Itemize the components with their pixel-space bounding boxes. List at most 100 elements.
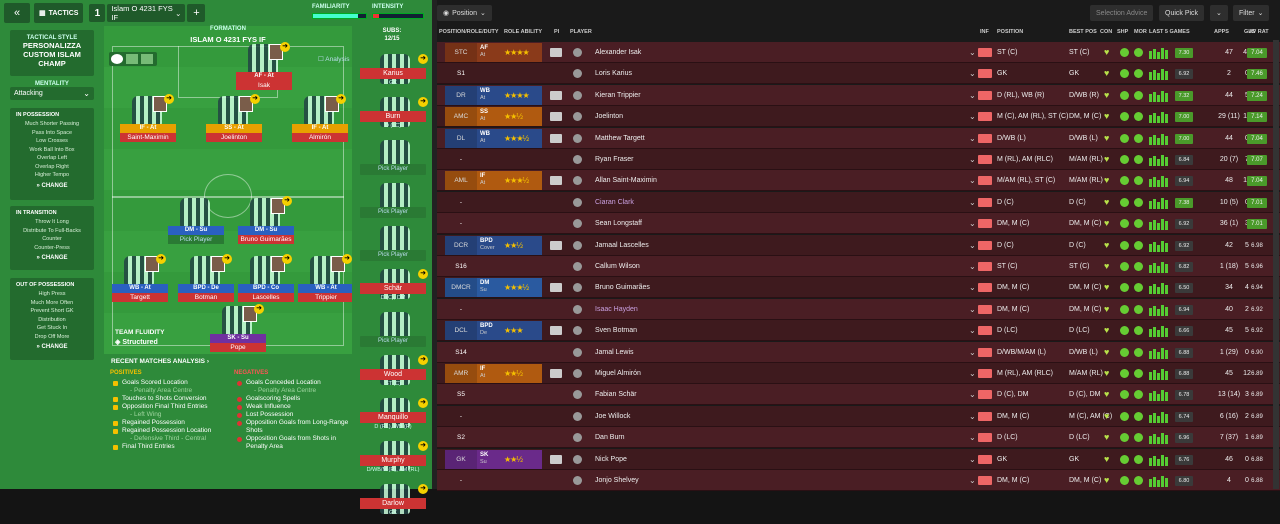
role-duty-label[interactable]: DM - Su bbox=[238, 226, 294, 235]
analysis-item[interactable]: Final Third Entries bbox=[110, 443, 228, 451]
role-duty-label[interactable]: AF - At bbox=[236, 72, 292, 81]
chevron-down-icon[interactable]: ⌄ bbox=[969, 390, 976, 400]
position-role-duty[interactable]: DCR BPD Cover bbox=[445, 235, 542, 255]
column-header[interactable]: MOR bbox=[1134, 29, 1147, 35]
position-role-duty[interactable]: AML IF At bbox=[445, 171, 542, 191]
chevron-down-icon[interactable]: ⌄ bbox=[969, 304, 976, 314]
column-header[interactable]: POSITION/ROLE/DUTY bbox=[439, 29, 499, 35]
position-role-duty[interactable]: STC AF At bbox=[445, 43, 542, 62]
pitch-player-slot[interactable]: ➜ AF - At Isak bbox=[234, 42, 294, 102]
pitch-player-slot[interactable]: DM - Su Pick Player bbox=[166, 198, 226, 256]
position-role-duty[interactable]: DCL BPD De bbox=[445, 321, 542, 341]
position-role-duty[interactable]: - bbox=[459, 220, 463, 228]
sub-slot[interactable]: Pick Player bbox=[356, 226, 426, 266]
player-name[interactable]: Pope bbox=[210, 343, 266, 352]
player-name[interactable]: Jonjo Shelvey bbox=[595, 477, 639, 484]
column-header[interactable]: POSITION bbox=[997, 29, 1024, 35]
grid-icon[interactable] bbox=[141, 54, 153, 64]
table-row[interactable]: - Ryan Fraser ⌄ M (RL), AM (RLC) M/AM (RL) ♥ 6… bbox=[437, 149, 1280, 170]
table-row[interactable]: DCR BPD Cover ★★½ Jamaal Lascelles ⌄ D (C) D (C… bbox=[437, 234, 1280, 256]
player-name[interactable]: Dan Burn bbox=[595, 434, 625, 442]
column-header[interactable]: SHP bbox=[1117, 29, 1129, 35]
player-name[interactable]: Isak bbox=[236, 81, 292, 90]
left-panel-scrollbar[interactable] bbox=[432, 0, 437, 489]
chevron-down-icon[interactable]: ⌄ bbox=[969, 347, 976, 357]
chevron-down-icon[interactable]: ⌄ bbox=[969, 369, 976, 378]
quick-pick-menu-button[interactable]: ⌄ bbox=[1210, 5, 1228, 21]
player-name[interactable]: Bruno Guimarães bbox=[595, 284, 650, 292]
player-instructions-icon[interactable] bbox=[550, 369, 562, 378]
table-row[interactable]: DL WB At ★★★½ Matthew Targett ⌄ D/WB (L) D/WB (… bbox=[437, 127, 1280, 149]
pick-player-button[interactable]: Pick Player bbox=[360, 336, 426, 347]
player-instructions-icon[interactable] bbox=[550, 326, 562, 336]
table-row[interactable]: AMR IF At ★★½ Miguel Almirón ⌄ M (RL), AM (RLC… bbox=[437, 363, 1280, 384]
sub-slot[interactable]: ➜ Murphy D/WB/M (R), AM (RL) bbox=[356, 441, 428, 481]
chevron-down-icon[interactable]: ⌄ bbox=[969, 155, 976, 164]
chevron-down-icon[interactable]: ⌄ bbox=[969, 240, 976, 250]
table-row[interactable]: GK SK Su ★★½ Nick Pope ⌄ GK GK ♥ 6.76 46 0 6.88 bbox=[437, 448, 1280, 470]
pitch-player-slot[interactable]: ➜ IF - At Saint-Maximin bbox=[118, 94, 178, 154]
chevron-down-icon[interactable]: ⌄ bbox=[969, 262, 976, 271]
sub-slot[interactable]: Pick Player bbox=[356, 183, 426, 223]
sub-name[interactable]: Wood bbox=[360, 369, 426, 380]
table-row[interactable]: S14 Jamal Lewis ⌄ D/WB/M/AM (L) D/WB (L) ♥ 6.8… bbox=[437, 341, 1280, 363]
change-in-transition-button[interactable]: » CHANGE bbox=[36, 255, 68, 261]
player-name[interactable]: Matthew Targett bbox=[595, 134, 645, 142]
chevron-down-icon[interactable]: ⌄ bbox=[969, 197, 976, 207]
position-role-duty[interactable]: - bbox=[459, 477, 463, 484]
chevron-down-icon[interactable]: ⌄ bbox=[969, 112, 976, 122]
sub-slot[interactable]: ➜ Wood ST (C) bbox=[356, 355, 428, 395]
player-name[interactable]: Loris Karius bbox=[595, 70, 632, 78]
sub-slot[interactable]: ➜ Burn D (LC) bbox=[356, 97, 428, 137]
in-possession-box[interactable]: IN POSSESSION Much Shorter Passing Pass I… bbox=[10, 108, 94, 200]
analysis-toggle[interactable]: ☐ Analysis bbox=[318, 56, 350, 63]
position-role-duty[interactable]: AMC SS At bbox=[445, 107, 542, 127]
player-instructions-icon[interactable] bbox=[550, 112, 562, 122]
sub-name[interactable]: Murphy bbox=[360, 455, 426, 466]
table-scrollbar[interactable] bbox=[1273, 40, 1279, 489]
pitch-player-slot[interactable]: ➜ SK - Su Pope bbox=[208, 304, 268, 364]
position-view-button[interactable]: ◉ Position ⌄ bbox=[437, 5, 492, 21]
role-duty-label[interactable]: SS - At bbox=[206, 124, 262, 133]
analysis-item[interactable]: Goalscoring Spells bbox=[234, 395, 352, 403]
column-header[interactable]: AV RAT bbox=[1249, 29, 1269, 35]
column-header[interactable]: LAST 5 GAMES bbox=[1149, 29, 1190, 35]
player-name[interactable]: Ryan Fraser bbox=[595, 156, 634, 163]
role-duty-label[interactable]: WB - At bbox=[112, 284, 168, 293]
analysis-item[interactable]: Regained Possession bbox=[110, 419, 228, 427]
table-row[interactable]: DMCR DM Su ★★★½ Bruno Guimarães ⌄ DM, M (C) DM,… bbox=[437, 277, 1280, 299]
player-name[interactable]: Fabian Schär bbox=[595, 391, 637, 399]
analysis-item[interactable]: Weak Influence bbox=[234, 403, 352, 411]
role-duty-label[interactable]: BPD - De bbox=[178, 284, 234, 293]
position-role-duty[interactable]: GK SK Su bbox=[445, 449, 542, 469]
pick-player-button[interactable]: Pick Player bbox=[360, 250, 426, 261]
pick-player-button[interactable]: Pick Player bbox=[360, 207, 426, 218]
player-name[interactable]: Jamal Lewis bbox=[595, 348, 634, 356]
role-duty-label[interactable]: SK - Su bbox=[210, 334, 266, 343]
sub-name[interactable]: Darlow bbox=[360, 498, 426, 509]
pitch-player-slot[interactable]: ➜ IF - At Almirón bbox=[290, 94, 350, 154]
table-row[interactable]: STC AF At ★★★★ Alexander Isak ⌄ ST (C) ST (C) ♥ 7… bbox=[437, 42, 1280, 63]
player-instructions-icon[interactable] bbox=[550, 283, 562, 293]
player-name[interactable]: Callum Wilson bbox=[595, 263, 640, 270]
chevron-down-icon[interactable]: ⌄ bbox=[969, 411, 976, 421]
info-icon[interactable] bbox=[111, 54, 123, 64]
pitch-player-slot[interactable]: ➜ WB - At Trippier bbox=[296, 254, 356, 314]
pitch-player-slot[interactable]: ➜ DM - Su Bruno Guimarães bbox=[236, 196, 296, 256]
column-header[interactable]: ROLE ABILITY bbox=[504, 29, 542, 35]
position-role-duty[interactable]: S1 bbox=[457, 70, 465, 78]
analysis-item[interactable]: Opposition Goals from Shots in Penalty A… bbox=[234, 435, 352, 451]
column-header[interactable]: GLS bbox=[1244, 29, 1256, 35]
role-duty-label[interactable]: BPD - Co bbox=[238, 284, 294, 293]
pick-player-button[interactable]: Pick Player bbox=[360, 164, 426, 175]
role-duty-label[interactable]: IF - At bbox=[120, 124, 176, 133]
analysis-item[interactable]: Goals Conceded Location bbox=[234, 379, 352, 387]
chevron-down-icon[interactable]: ⌄ bbox=[969, 176, 976, 186]
analysis-item[interactable]: Touches to Shots Conversion bbox=[110, 395, 228, 403]
chevron-down-icon[interactable]: ⌄ bbox=[969, 90, 976, 100]
player-instructions-icon[interactable] bbox=[550, 176, 562, 186]
player-name[interactable]: Miguel Almirón bbox=[595, 370, 641, 377]
player-name[interactable]: Trippier bbox=[298, 293, 354, 302]
sub-slot[interactable]: Pick Player bbox=[356, 312, 426, 352]
